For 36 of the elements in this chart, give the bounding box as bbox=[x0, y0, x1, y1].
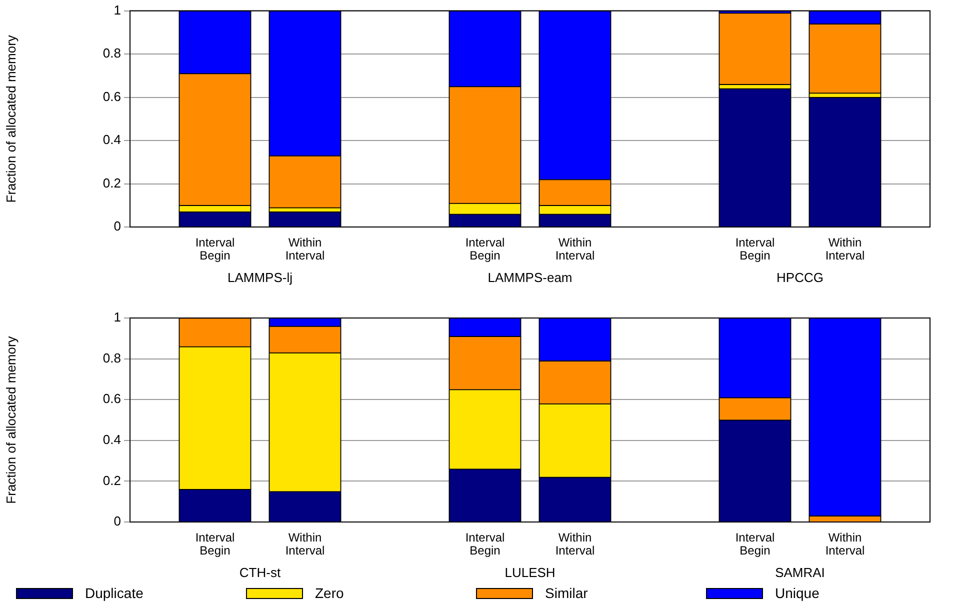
y-tick-label: 0.6 bbox=[102, 88, 121, 104]
y-axis-title: Fraction of allocated memory bbox=[3, 34, 18, 203]
y-tick-label: 0.6 bbox=[102, 391, 121, 406]
x-tick-label: Within Interval bbox=[285, 530, 325, 558]
y-tick-label: 0 bbox=[114, 514, 121, 529]
y-tick-label: 0 bbox=[114, 218, 121, 234]
x-tick-label: Within Interval bbox=[555, 530, 595, 558]
x-tick-label: Interval Begin bbox=[735, 235, 775, 262]
text: SAMRAI bbox=[775, 565, 825, 580]
y-tick-label: 1 bbox=[114, 2, 121, 18]
x-tick-label: Interval Begin bbox=[195, 235, 235, 262]
text: LAMMPS-lj bbox=[227, 270, 293, 286]
x-tick-label: Interval Begin bbox=[195, 530, 235, 558]
x-tick-label: Interval Begin bbox=[465, 530, 505, 558]
x-tick-label: Within Interval bbox=[285, 235, 325, 262]
legend-label: Unique bbox=[775, 585, 820, 601]
x-tick-label: Within Interval bbox=[825, 235, 865, 262]
legend-label: Zero bbox=[315, 585, 344, 601]
x-tick-label: Interval Begin bbox=[735, 530, 775, 558]
x-tick-label: Within Interval bbox=[825, 530, 865, 558]
text: CTH-st bbox=[239, 565, 281, 580]
y-tick-label: 1 bbox=[114, 310, 121, 325]
x-tick-label: Interval Begin bbox=[465, 235, 505, 262]
y-axis-title: Fraction of allocated memory bbox=[3, 336, 18, 504]
y-tick-label: 0.2 bbox=[102, 175, 121, 190]
text: LULESH bbox=[504, 565, 556, 580]
y-tick-label: 0.8 bbox=[102, 350, 121, 366]
y-tick-label: 0.2 bbox=[102, 472, 121, 488]
y-tick-label: 0.8 bbox=[102, 46, 121, 61]
legend-label: Duplicate bbox=[85, 585, 144, 601]
y-tick-label: 0.4 bbox=[102, 132, 121, 148]
legend-label: Similar bbox=[545, 585, 588, 601]
text: HPCCG bbox=[776, 270, 824, 286]
x-tick-label: Within Interval bbox=[555, 235, 595, 262]
y-tick-label: 0.4 bbox=[102, 432, 121, 447]
text: LAMMPS-eam bbox=[488, 270, 572, 286]
